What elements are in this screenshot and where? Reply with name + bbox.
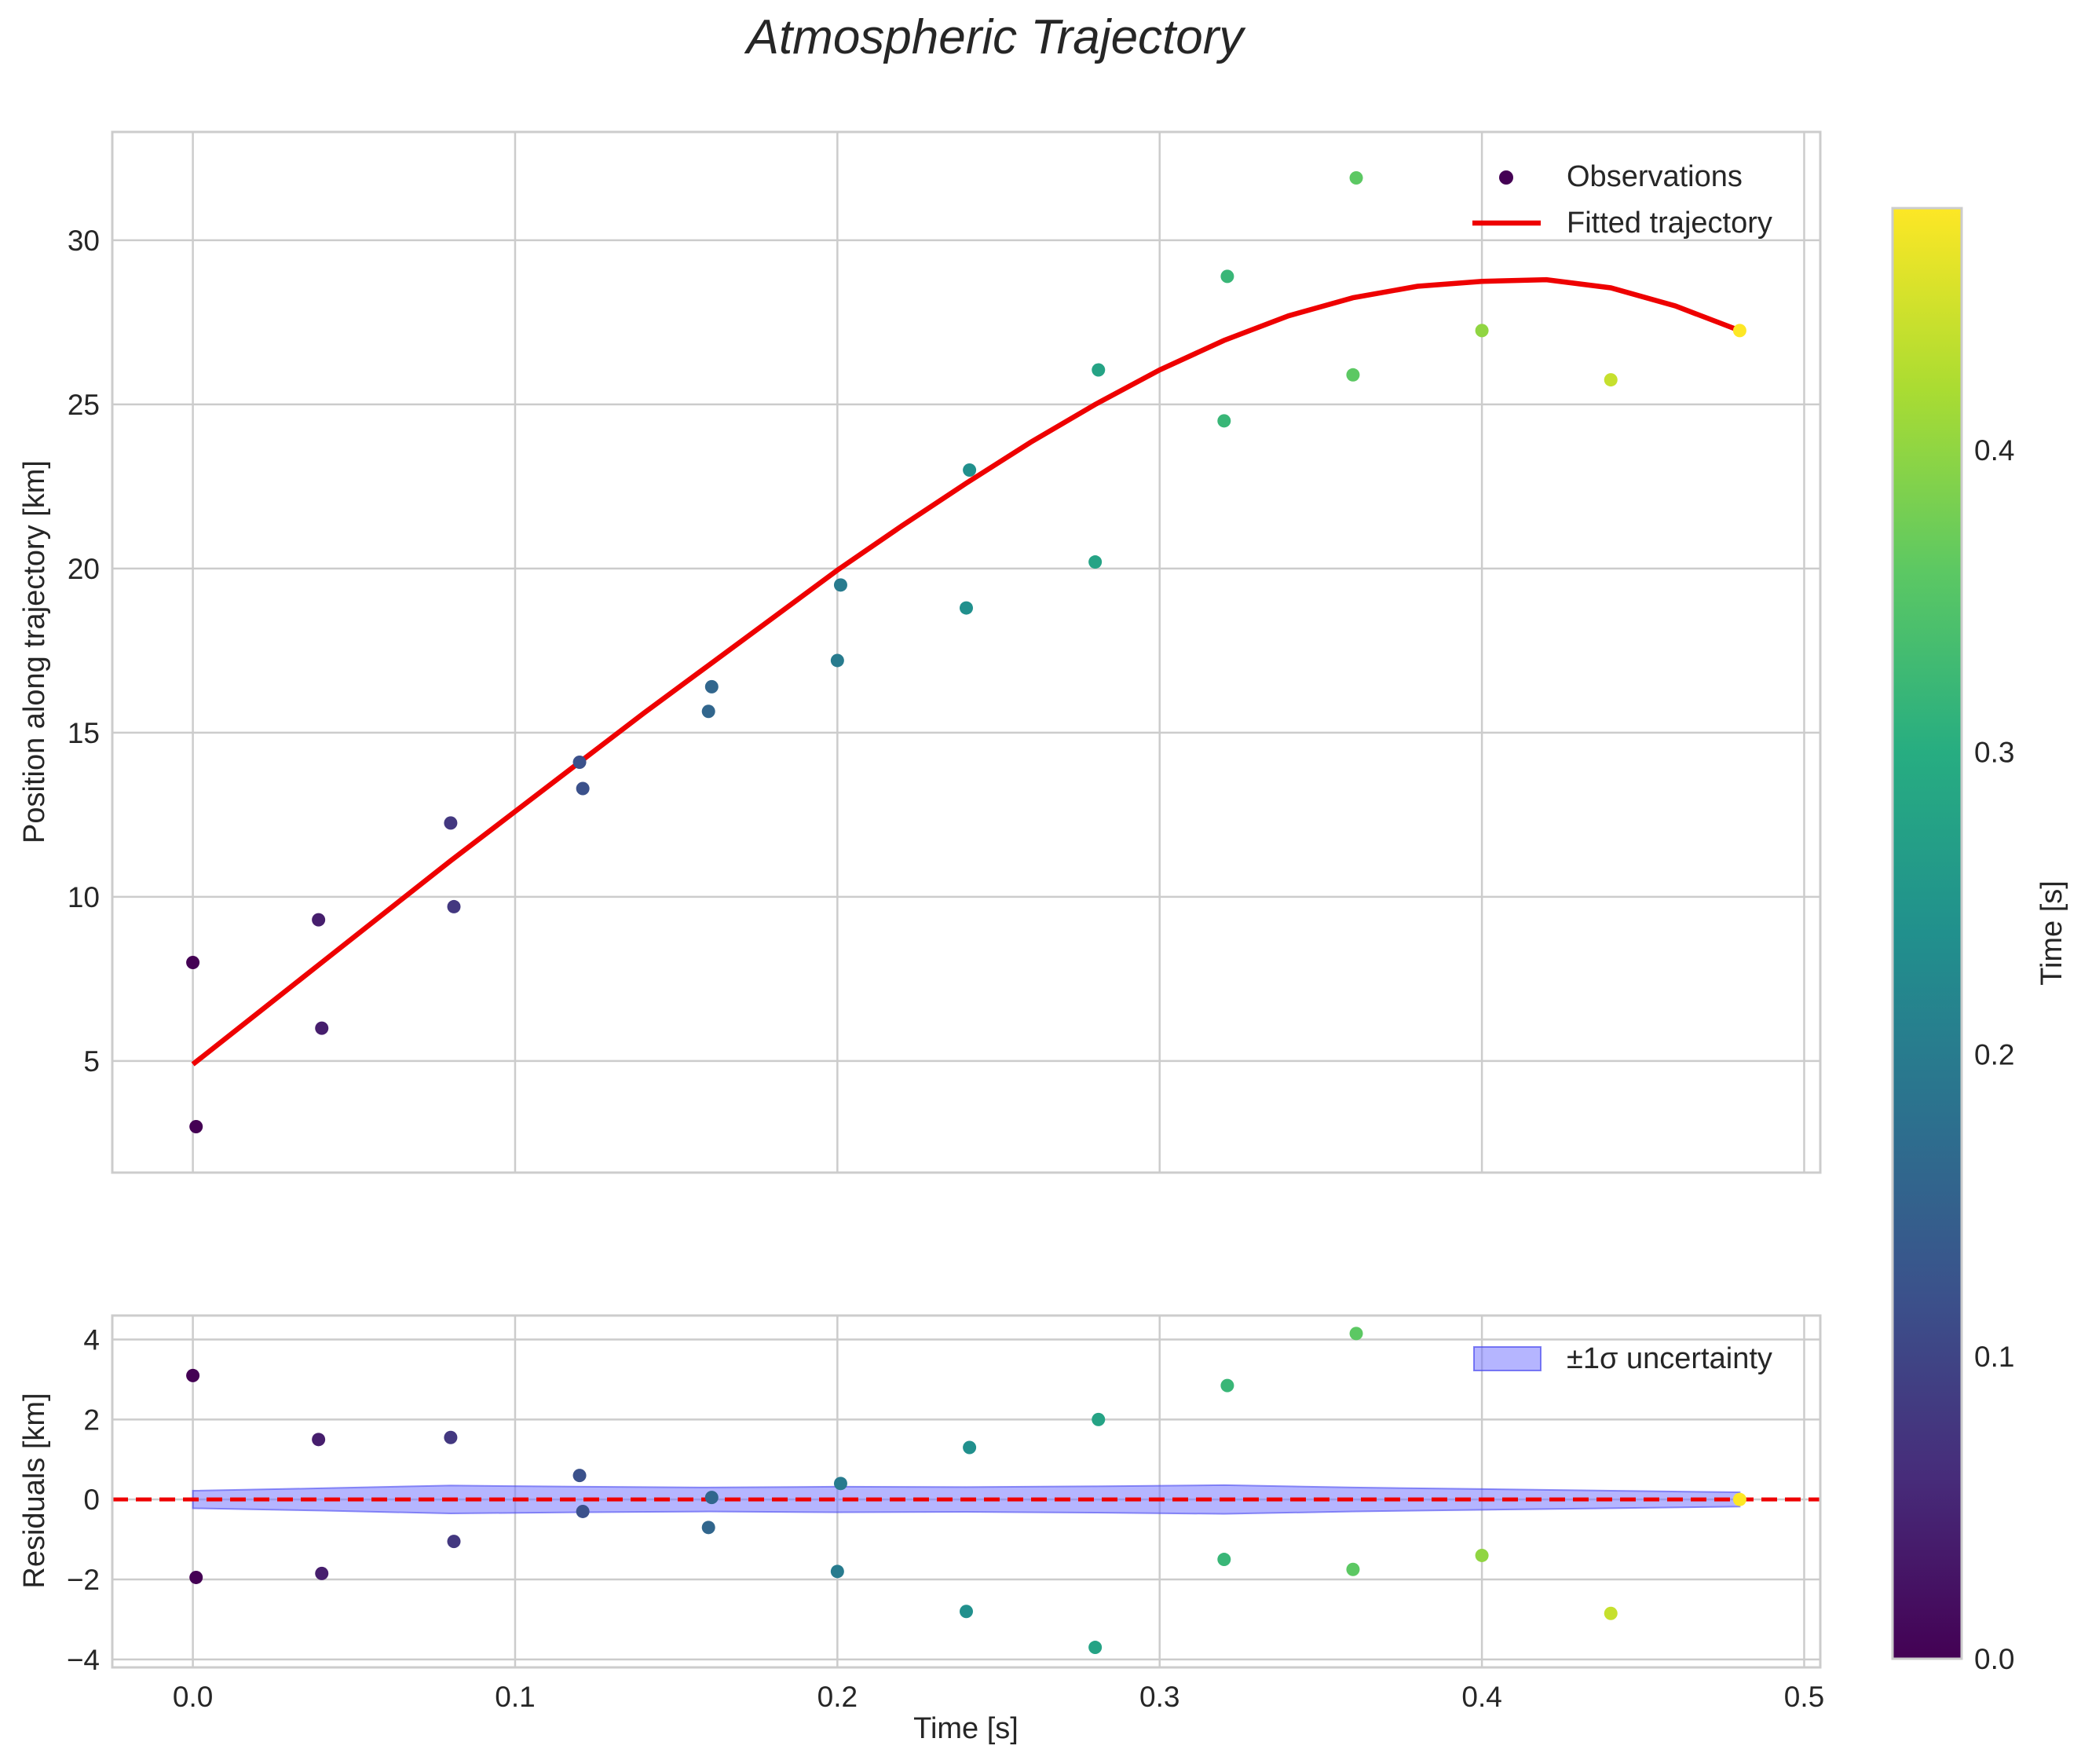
colorbar-tick-label: 0.0 (1974, 1643, 2014, 1675)
residual-point (312, 1433, 326, 1447)
fitted-trajectory-line (191, 276, 1741, 1067)
residual-point (1604, 1606, 1618, 1620)
residual-point (1475, 1548, 1489, 1562)
main-axes-frame (111, 130, 1822, 1174)
main-y-tick-label: 15 (68, 717, 100, 749)
x-tick-label: 0.3 (1139, 1681, 1179, 1713)
x-tick-label: 0.5 (1784, 1681, 1824, 1713)
residual-y-tick-label: 0 (83, 1484, 100, 1516)
residual-point (704, 1491, 719, 1505)
legend-fit-label: Fitted trajectory (1567, 207, 1772, 240)
observation-point (1220, 269, 1234, 284)
observation-point (315, 1021, 329, 1035)
residual-point (1092, 1412, 1106, 1426)
residual-y-axis-label: Residuals [km] (18, 1393, 51, 1588)
residual-point (1732, 1492, 1746, 1506)
colorbar-tick-label: 0.2 (1974, 1038, 2014, 1070)
observation-point (1475, 324, 1489, 338)
residual-legend: ±1σ uncertainty (1473, 1342, 1772, 1375)
residual-point (1217, 1553, 1231, 1567)
observation-point (186, 955, 200, 969)
colorbar-tick-label: 0.1 (1974, 1341, 2014, 1373)
observation-point (704, 679, 719, 694)
x-tick-label: 0.1 (495, 1681, 535, 1713)
chart-title: Atmospheric Trajectory (744, 10, 1247, 64)
main-y-tick-label: 10 (68, 881, 100, 913)
observation-point (1346, 368, 1360, 382)
residual-point (447, 1535, 461, 1549)
residual-y-tick-label: 4 (83, 1324, 100, 1356)
x-axis-label: Time [s] (913, 1712, 1019, 1745)
residual-y-tick-label: −2 (67, 1564, 100, 1596)
residual-point (1346, 1562, 1360, 1576)
main-y-ticks: 5 10 15 20 25 30 (68, 225, 100, 1078)
observation-point (572, 756, 587, 770)
observation-point (1092, 363, 1106, 377)
x-tick-label: 0.4 (1461, 1681, 1501, 1713)
observation-points (186, 171, 1746, 1133)
residual-point (444, 1430, 458, 1444)
observation-point (1088, 555, 1103, 569)
residual-points (186, 1327, 1746, 1655)
colorbar-tick-label: 0.3 (1974, 737, 2014, 769)
residual-point (1220, 1378, 1234, 1393)
residual-point (833, 1477, 847, 1491)
colorbar-label: Time [s] (2035, 880, 2068, 986)
observation-point (830, 653, 844, 668)
residual-y-ticks: −4 −2 0 2 4 (67, 1324, 100, 1676)
observation-point (701, 705, 715, 719)
residual-point (963, 1440, 977, 1455)
colorbar-ticks: 0.0 0.1 0.2 0.3 0.4 (1974, 434, 2014, 1675)
residual-point (960, 1605, 973, 1619)
observation-point (576, 781, 590, 796)
residual-point (1349, 1327, 1363, 1341)
observation-point (447, 899, 461, 913)
legend-band-swatch (1473, 1346, 1542, 1371)
x-axis-ticks: 0.0 0.1 0.2 0.3 0.4 0.5 (173, 1681, 1824, 1713)
observation-point (1732, 324, 1746, 338)
legend-observations-marker (1499, 170, 1513, 185)
residual-point (701, 1521, 715, 1535)
observation-point (963, 463, 977, 478)
residual-plot: −4 −2 0 2 4 0.0 0.1 0.2 0.3 0.4 0.5 Residuals [km… (18, 1314, 1824, 1745)
main-y-tick-label: 5 (83, 1045, 100, 1078)
observation-point (1217, 414, 1231, 428)
observation-point (1349, 171, 1363, 185)
main-y-axis-label: Position along trajectory [km] (18, 460, 51, 844)
observation-point (444, 816, 458, 830)
residual-point (189, 1570, 203, 1584)
observation-point (1604, 373, 1618, 387)
residual-point (830, 1565, 844, 1579)
residual-point (1088, 1641, 1103, 1655)
x-tick-label: 0.0 (173, 1681, 213, 1713)
residual-point (576, 1504, 590, 1518)
residual-axes-frame (111, 1314, 1822, 1669)
observation-point (312, 913, 326, 927)
residual-point (186, 1368, 200, 1382)
colorbar: 0.0 0.1 0.2 0.3 0.4 Time [s] (1891, 207, 2068, 1675)
legend-observations-label: Observations (1567, 160, 1743, 193)
residual-point (315, 1566, 329, 1580)
legend-band-label: ±1σ uncertainty (1567, 1342, 1772, 1375)
main-y-tick-label: 25 (68, 389, 100, 421)
x-tick-label: 0.2 (817, 1681, 858, 1713)
residual-y-tick-label: 2 (83, 1404, 100, 1436)
main-y-tick-label: 30 (68, 225, 100, 257)
colorbar-gradient (1891, 207, 1963, 1660)
main-plot: 5 10 15 20 25 30 Position along trajectory [k… (18, 130, 1822, 1174)
residual-y-tick-label: −4 (67, 1644, 100, 1676)
residual-point (572, 1469, 587, 1483)
main-grid (112, 132, 1820, 1173)
observation-point (960, 601, 973, 615)
main-y-tick-label: 20 (68, 553, 100, 585)
observation-point (833, 578, 847, 592)
observation-point (189, 1119, 203, 1133)
colorbar-tick-label: 0.4 (1974, 434, 2014, 467)
main-legend: Observations Fitted trajectory (1472, 160, 1772, 240)
